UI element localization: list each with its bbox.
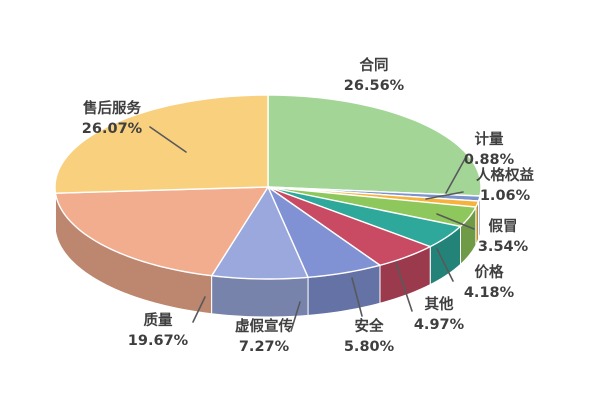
leader-line-售后服务 xyxy=(149,126,187,153)
pie-slice-安全 xyxy=(267,186,381,279)
leader-line-人格权益 xyxy=(425,191,464,200)
pie-slice-售后服务 xyxy=(54,94,269,194)
pie-slice-质量 xyxy=(54,186,269,277)
leader-line-假冒 xyxy=(436,213,475,230)
pie-slice-虚假宣传 xyxy=(210,186,309,280)
leader-line-质量 xyxy=(192,296,206,323)
leader-line-安全 xyxy=(351,277,363,317)
pie-slice-价格 xyxy=(267,186,462,248)
pie-slice-side-虚假宣传 xyxy=(211,275,309,318)
leader-line-虚假宣传 xyxy=(290,301,301,332)
pie-slice-其他 xyxy=(267,186,431,266)
leader-line-其他 xyxy=(395,262,413,312)
pie-slice-合同 xyxy=(267,94,482,197)
leader-line-价格 xyxy=(436,248,454,282)
leader-line-计量 xyxy=(445,156,467,194)
